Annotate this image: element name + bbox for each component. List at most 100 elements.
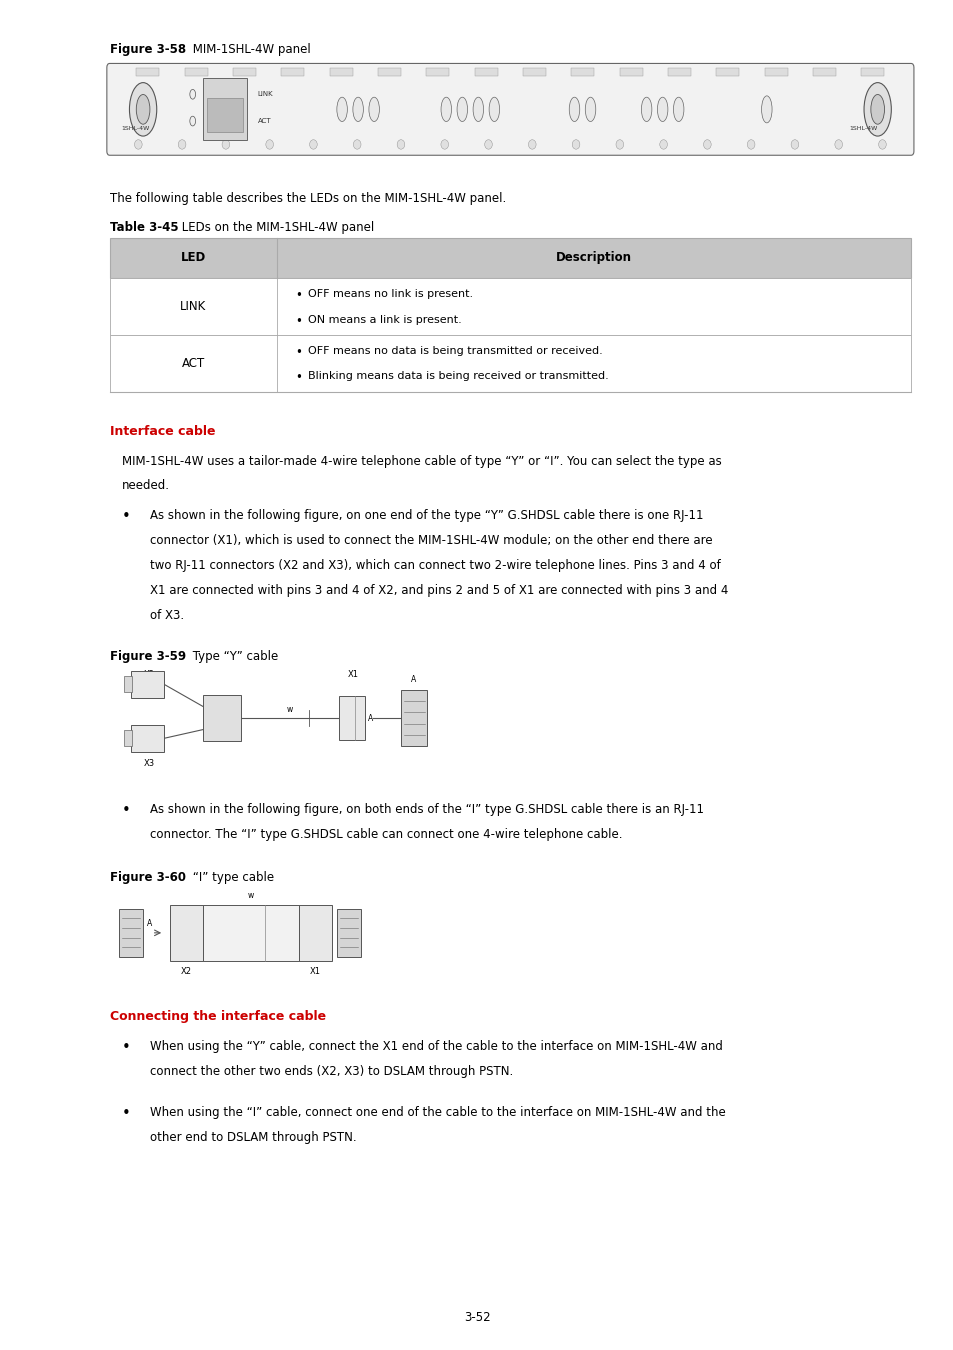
Bar [716,68,739,76]
Text: •: • [295,315,302,328]
Bar [233,68,255,76]
Text: w: w [248,891,253,900]
Ellipse shape [473,97,483,122]
Text: As shown in the following figure, on both ends of the “I” type G.SHDSL cable the: As shown in the following figure, on bot… [150,803,703,815]
Bar [298,904,332,961]
Text: 1SHL-4W: 1SHL-4W [848,126,877,131]
Bar [203,695,241,741]
Text: Type “Y” cable: Type “Y” cable [189,651,278,663]
Ellipse shape [310,140,317,150]
Text: A: A [147,918,152,927]
Text: X2: X2 [144,671,155,679]
Text: LED: LED [180,251,206,265]
Bar [475,68,497,76]
Bar [522,68,545,76]
Text: w: w [287,705,293,714]
Text: LINK: LINK [257,92,273,97]
Text: MIM-1SHL-4W uses a tailor-made 4-wire telephone cable of type “Y” or “I”. You ca: MIM-1SHL-4W uses a tailor-made 4-wire te… [122,455,721,468]
Ellipse shape [569,97,579,122]
Text: A: A [411,675,416,684]
Bar [426,68,449,76]
Bar [281,68,304,76]
Bar [124,676,132,693]
Ellipse shape [136,95,150,124]
Ellipse shape [528,140,536,150]
Ellipse shape [134,140,142,150]
Text: ON means a link is present.: ON means a link is present. [308,315,461,324]
Text: OFF means no link is present.: OFF means no link is present. [308,289,473,298]
Ellipse shape [673,97,683,122]
Text: connect the other two ends (X2, X3) to DSLAM through PSTN.: connect the other two ends (X2, X3) to D… [150,1065,513,1079]
Ellipse shape [870,95,883,124]
Text: MIM-1SHL-4W panel: MIM-1SHL-4W panel [189,43,311,57]
Ellipse shape [790,140,798,150]
Ellipse shape [190,116,195,126]
Ellipse shape [760,96,771,123]
Text: LEDs on the MIM-1SHL-4W panel: LEDs on the MIM-1SHL-4W panel [178,221,375,235]
Text: Interface cable: Interface cable [110,425,215,439]
Bar [185,68,208,76]
Text: •: • [122,803,131,818]
Bar [667,68,690,76]
Text: of X3.: of X3. [150,609,184,622]
Text: other end to DSLAM through PSTN.: other end to DSLAM through PSTN. [150,1131,356,1145]
Bar [764,68,787,76]
Text: 3-52: 3-52 [463,1311,490,1324]
Text: •: • [295,371,302,385]
Text: “I” type cable: “I” type cable [189,872,274,884]
Text: Figure 3-59: Figure 3-59 [110,651,186,663]
Text: As shown in the following figure, on one end of the type “Y” G.SHDSL cable there: As shown in the following figure, on one… [150,509,702,522]
Text: connector (X1), which is used to connect the MIM-1SHL-4W module; on the other en: connector (X1), which is used to connect… [150,535,712,547]
Ellipse shape [585,97,595,122]
Ellipse shape [369,97,379,122]
Ellipse shape [456,97,467,122]
Ellipse shape [640,97,651,122]
Text: needed.: needed. [122,479,170,493]
Bar [330,68,353,76]
Text: When using the “I” cable, connect one end of the cable to the interface on MIM-1: When using the “I” cable, connect one en… [150,1107,725,1119]
Text: When using the “Y” cable, connect the X1 end of the cable to the interface on MI: When using the “Y” cable, connect the X1… [150,1041,721,1053]
Text: X3: X3 [144,759,155,768]
Text: Table 3-45: Table 3-45 [110,221,178,235]
Bar [170,904,203,961]
Text: •: • [122,1041,131,1056]
Text: X2: X2 [181,967,192,976]
Text: •: • [122,509,131,524]
Text: Figure 3-60: Figure 3-60 [110,872,186,884]
Bar [203,904,298,961]
Text: The following table describes the LEDs on the MIM-1SHL-4W panel.: The following table describes the LEDs o… [110,192,505,205]
Ellipse shape [222,140,230,150]
Ellipse shape [878,140,885,150]
Ellipse shape [702,140,710,150]
Ellipse shape [266,140,274,150]
Bar [571,68,594,76]
Text: X1: X1 [310,967,320,976]
Ellipse shape [484,140,492,150]
Ellipse shape [190,89,195,99]
Ellipse shape [130,82,156,136]
Bar [400,690,427,747]
FancyBboxPatch shape [107,63,913,155]
Bar [110,238,910,278]
Bar [377,68,400,76]
Bar [110,278,910,335]
Bar [136,68,159,76]
Text: connector. The “I” type G.SHDSL cable can connect one 4-wire telephone cable.: connector. The “I” type G.SHDSL cable ca… [150,828,621,841]
Ellipse shape [616,140,623,150]
Text: OFF means no data is being transmitted or received.: OFF means no data is being transmitted o… [308,346,602,355]
Ellipse shape [572,140,579,150]
Text: Blinking means data is being received or transmitted.: Blinking means data is being received or… [308,371,608,381]
Ellipse shape [396,140,404,150]
Text: ACT: ACT [181,356,205,370]
Ellipse shape [834,140,841,150]
Text: Description: Description [556,251,631,265]
Bar [207,99,243,132]
Ellipse shape [440,140,448,150]
Ellipse shape [659,140,667,150]
Text: two RJ-11 connectors (X2 and X3), which can connect two 2-wire telephone lines. : two RJ-11 connectors (X2 and X3), which … [150,559,720,572]
Ellipse shape [657,97,667,122]
Text: X1: X1 [348,671,359,679]
Text: ACT: ACT [257,117,271,124]
Bar [119,909,143,957]
Text: LINK: LINK [180,300,206,313]
